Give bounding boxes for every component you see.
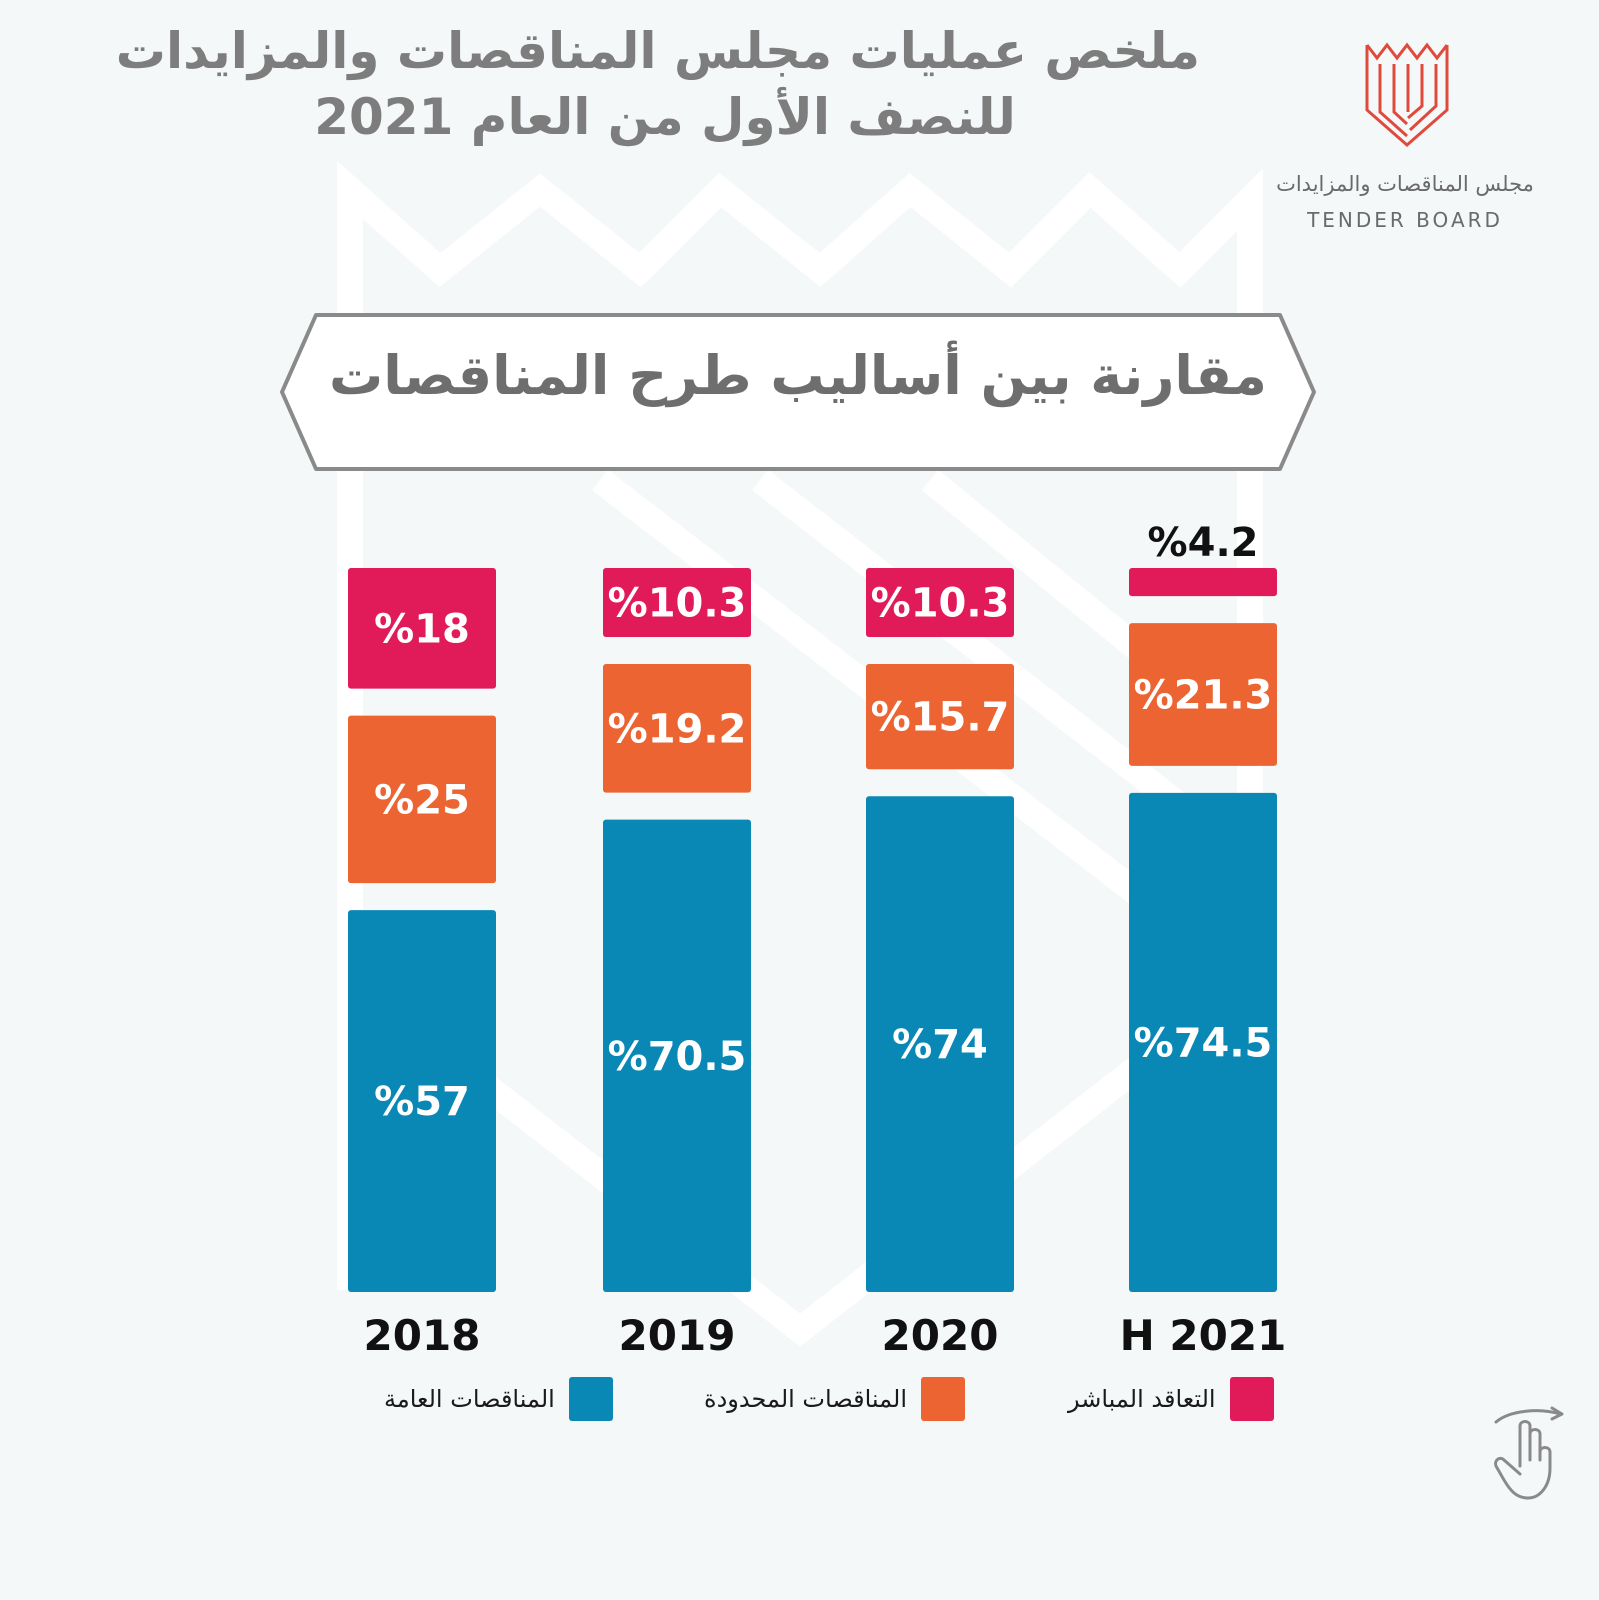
bar-limited-1 [603, 664, 751, 793]
bar-limited-3 [1129, 623, 1277, 766]
data-label-general-0: %57 [374, 1079, 470, 1125]
x-tick-label-1: 2019 [619, 1311, 736, 1360]
x-tick-label-2: 2020 [882, 1311, 999, 1360]
legend-item-limited-tenders: المناقصات المحدودة [704, 1377, 966, 1421]
legend-swatch-direct [1229, 1377, 1274, 1421]
legend-item-direct-contracting: التعاقد المباشر [1068, 1377, 1274, 1421]
legend-label-direct: التعاقد المباشر [1068, 1385, 1216, 1413]
x-tick-label-0: 2018 [364, 1311, 481, 1360]
data-label-direct-1: %10.3 [608, 581, 747, 627]
x-tick-label-3: H 2021 [1120, 1311, 1287, 1360]
bar-direct-3 [1129, 568, 1277, 597]
bar-general-3 [1129, 792, 1277, 1292]
bar-limited-2 [866, 664, 1014, 770]
data-label-limited-2: %15.7 [871, 695, 1010, 741]
swipe-hand-icon[interactable] [1490, 1404, 1572, 1504]
bar-direct-1 [603, 568, 751, 638]
data-label-direct-3: %4.2 [1148, 520, 1259, 566]
data-label-general-2: %74 [892, 1022, 988, 1068]
bar-direct-2 [866, 568, 1014, 638]
legend-label-general: المناقصات العامة [384, 1385, 555, 1413]
page-title-line-1: ملخص عمليات مجلس المناقصات والمزايدات [115, 22, 1200, 80]
bar-direct-0 [348, 568, 496, 689]
chart-title-banner [280, 313, 1316, 471]
bar-general-0 [348, 910, 496, 1292]
data-label-limited-0: %25 [374, 777, 470, 823]
data-label-limited-3: %21.3 [1134, 672, 1273, 718]
legend-label-limited: المناقصات المحدودة [704, 1385, 908, 1413]
logo-arabic-name: مجلس المناقصات والمزايدات [1276, 172, 1534, 196]
bar-general-2 [866, 796, 1014, 1292]
bar-limited-0 [348, 715, 496, 884]
legend-swatch-general [568, 1377, 613, 1421]
logo-english-name: TENDER BOARD [1307, 208, 1503, 232]
data-label-limited-1: %19.2 [608, 706, 747, 752]
page-title-line-2: للنصف الأول من العام 2021 [314, 88, 1016, 146]
data-label-direct-2: %10.3 [871, 581, 1010, 627]
tender-board-logo-icon [1365, 42, 1449, 147]
legend-item-general-tenders: المناقصات العامة [384, 1377, 613, 1421]
bar-general-1 [603, 819, 751, 1292]
data-label-general-1: %70.5 [608, 1034, 747, 1080]
chart-title: مقارنة بين أساليب طرح المناقصات [329, 344, 1267, 407]
legend-swatch-limited [921, 1377, 966, 1421]
data-label-direct-0: %18 [374, 606, 470, 652]
data-label-general-3: %74.5 [1134, 1020, 1273, 1066]
